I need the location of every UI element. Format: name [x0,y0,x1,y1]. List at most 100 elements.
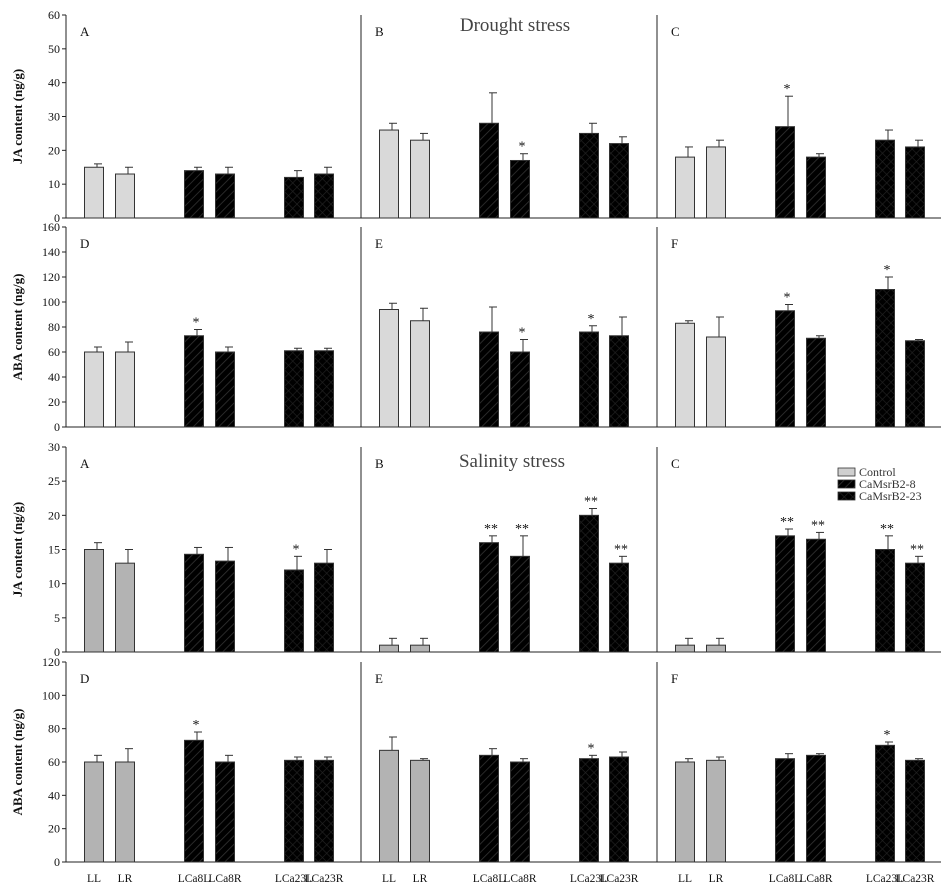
x-tick-label: LCa8L [178,873,211,885]
y-tick-label: 120 [42,270,60,284]
bar-LCa23R [609,335,629,428]
significance-mark: * [193,316,200,331]
significance-mark: * [193,718,200,733]
bar-LCa23L [579,514,599,653]
legend-label: Control [859,465,896,479]
bar-LCa8R [806,337,826,428]
y-tick-label: 40 [48,788,60,802]
y-tick-label: 20 [48,508,60,522]
y-tick-label: 80 [48,722,60,736]
bar-LCa23L [875,289,895,428]
bar-LCa23R [314,173,334,219]
panel-drought-A: 0 10 20 30 40 50 60 JA content (ng/g) A [10,8,361,225]
panel-letter: A [80,456,90,471]
bar-LL [675,644,695,653]
y-tick-label: 20 [48,395,60,409]
bar-LCa8L [775,758,795,863]
panel-letter: B [375,456,384,471]
x-tick-label: LCa8L [473,873,506,885]
significance-mark: ** [880,522,894,537]
x-tick-label: LCa8R [208,873,242,885]
bar-LCa8L [479,122,499,219]
bar-LL [675,322,695,428]
bar-LL [379,309,399,428]
y-axis-label: ABA content (ng/g) [10,274,25,381]
significance-mark: * [519,326,526,341]
x-tick-label: LL [382,873,396,885]
y-tick-label: 50 [48,42,60,56]
panel-drought-C: C* [656,15,941,219]
y-tick-label: 10 [48,577,60,591]
panel-drought-F: F * * [656,227,941,428]
panel-letter: F [671,671,678,686]
bar-LR [410,139,430,219]
x-tick-label: LCa8R [503,873,537,885]
bar-LCa8L [775,310,795,428]
bar-LR [410,644,430,653]
bar-LCa8R [510,761,530,863]
y-axis-label: JA content (ng/g) [10,502,25,597]
bar-LCa8L [479,542,499,653]
bar-LR [410,320,430,428]
y-tick-label: 0 [54,855,60,869]
legend-swatch [837,479,856,489]
significance-mark: ** [515,522,529,537]
bar-LR [706,336,726,428]
panel-salinity-B: B ** ** ** ** [360,447,657,653]
bar-LCa23R [905,340,925,428]
bar-LCa8R [806,538,826,653]
bar-LCa23L [579,758,599,863]
significance-mark: ** [614,542,628,557]
panel-salinity-A: 0 5 10 15 20 25 30 JA content (ng/g) A * [10,440,361,659]
bar-LCa23L [875,744,895,863]
bar-LCa23R [905,562,925,653]
significance-mark: * [588,312,595,327]
panel-letter: E [375,671,383,686]
y-tick-label: 160 [42,220,60,234]
y-tick-label: 25 [48,474,60,488]
y-tick-label: 30 [48,440,60,454]
y-axis-label: JA content (ng/g) [10,69,25,164]
y-tick-label: 15 [48,543,60,557]
y-tick-label: 120 [42,655,60,669]
bar-LR [706,146,726,219]
bar-LCa8L [479,754,499,863]
bar-LCa8R [510,159,530,219]
bar-LCa8L [184,335,204,428]
significance-mark: ** [910,542,924,557]
bar-LCa8R [215,173,235,219]
bar-LCa8R [510,555,530,653]
bar-LCa8L [184,553,204,653]
bar-LCa23L [284,350,304,428]
x-tick-label: LR [413,873,428,885]
x-tick-label: LCa8L [769,873,802,885]
legend-swatch [837,491,856,501]
x-tick-label: LCa23L [866,873,904,885]
y-tick-label: 30 [48,110,60,124]
bar-LCa8R [215,761,235,863]
x-tick-label: LR [709,873,724,885]
x-tick-label: LL [87,873,101,885]
significance-mark: ** [584,495,598,510]
bar-LCa8R [510,351,530,428]
bar-LCa23L [284,176,304,219]
y-tick-label: 40 [48,76,60,90]
section-title: Salinity stress [459,451,565,472]
bar-LCa23R [314,759,334,863]
bar-LCa8L [775,535,795,653]
bar-LCa23R [905,759,925,863]
bar-LL [675,156,695,219]
bar-LR [706,759,726,863]
panel-drought-B: B* [360,15,657,219]
y-tick-label: 0 [54,211,60,225]
panel-letter: A [80,24,90,39]
bar-LR [115,562,135,653]
bar-LCa8R [806,156,826,219]
bar-LL [379,644,399,653]
y-tick-label: 100 [42,295,60,309]
y-tick-label: 10 [48,177,60,191]
